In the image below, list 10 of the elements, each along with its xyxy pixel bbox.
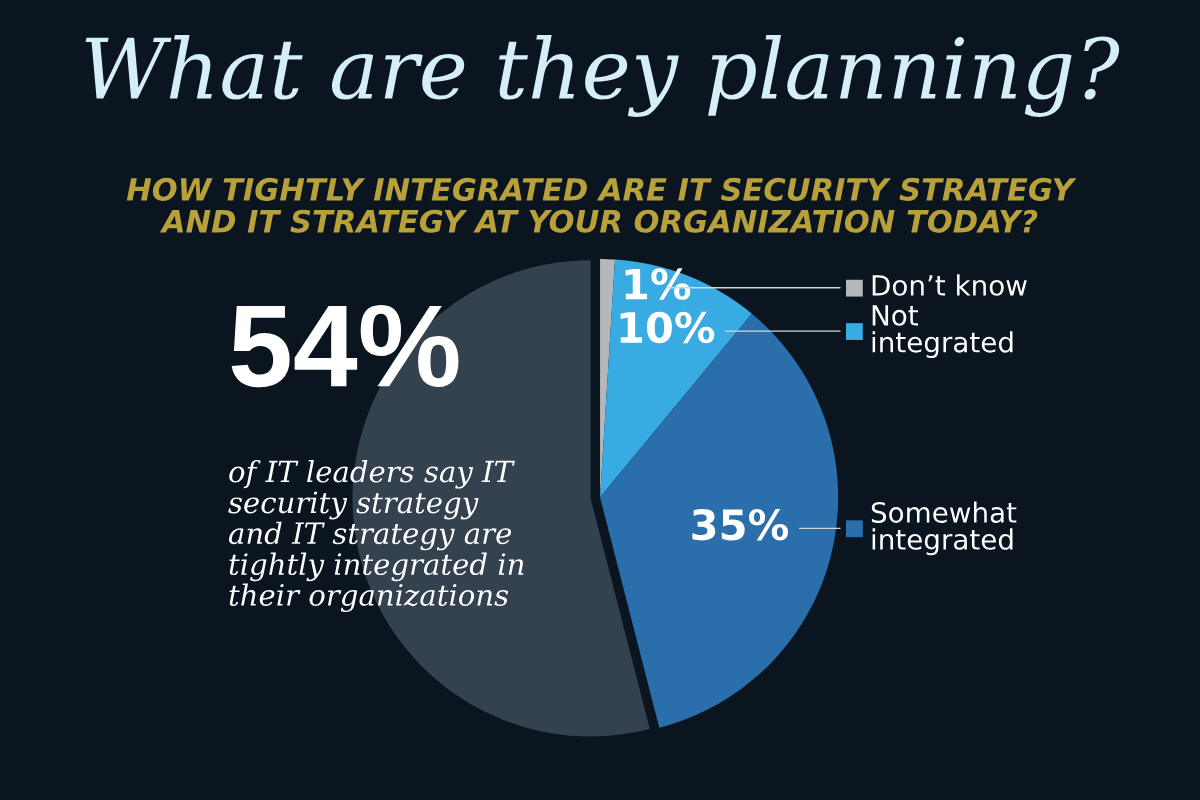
- data-label: 10%: [620, 311, 715, 344]
- legend-label: Not integrated: [872, 305, 1013, 359]
- legend-label: Don’t know: [872, 274, 1027, 296]
- data-label: 1%: [625, 268, 691, 300]
- chart-title: What are they planning?: [85, 35, 1120, 117]
- data-label: 35%: [692, 508, 789, 541]
- text: of IT leaders say IT security strategy and IT strategy are tightly integrated in their organizations: [228, 459, 524, 613]
- chart-subtitle: HOW TIGHTLY INTEGRATED ARE IT SECURITY STRATEGY AND IT STRATEGY AT YOUR ORGANIZATION TODAY?: [126, 177, 1077, 233]
- legend-label: Somewhat integrated: [871, 501, 1017, 556]
- data-label: 54%: [231, 304, 459, 388]
